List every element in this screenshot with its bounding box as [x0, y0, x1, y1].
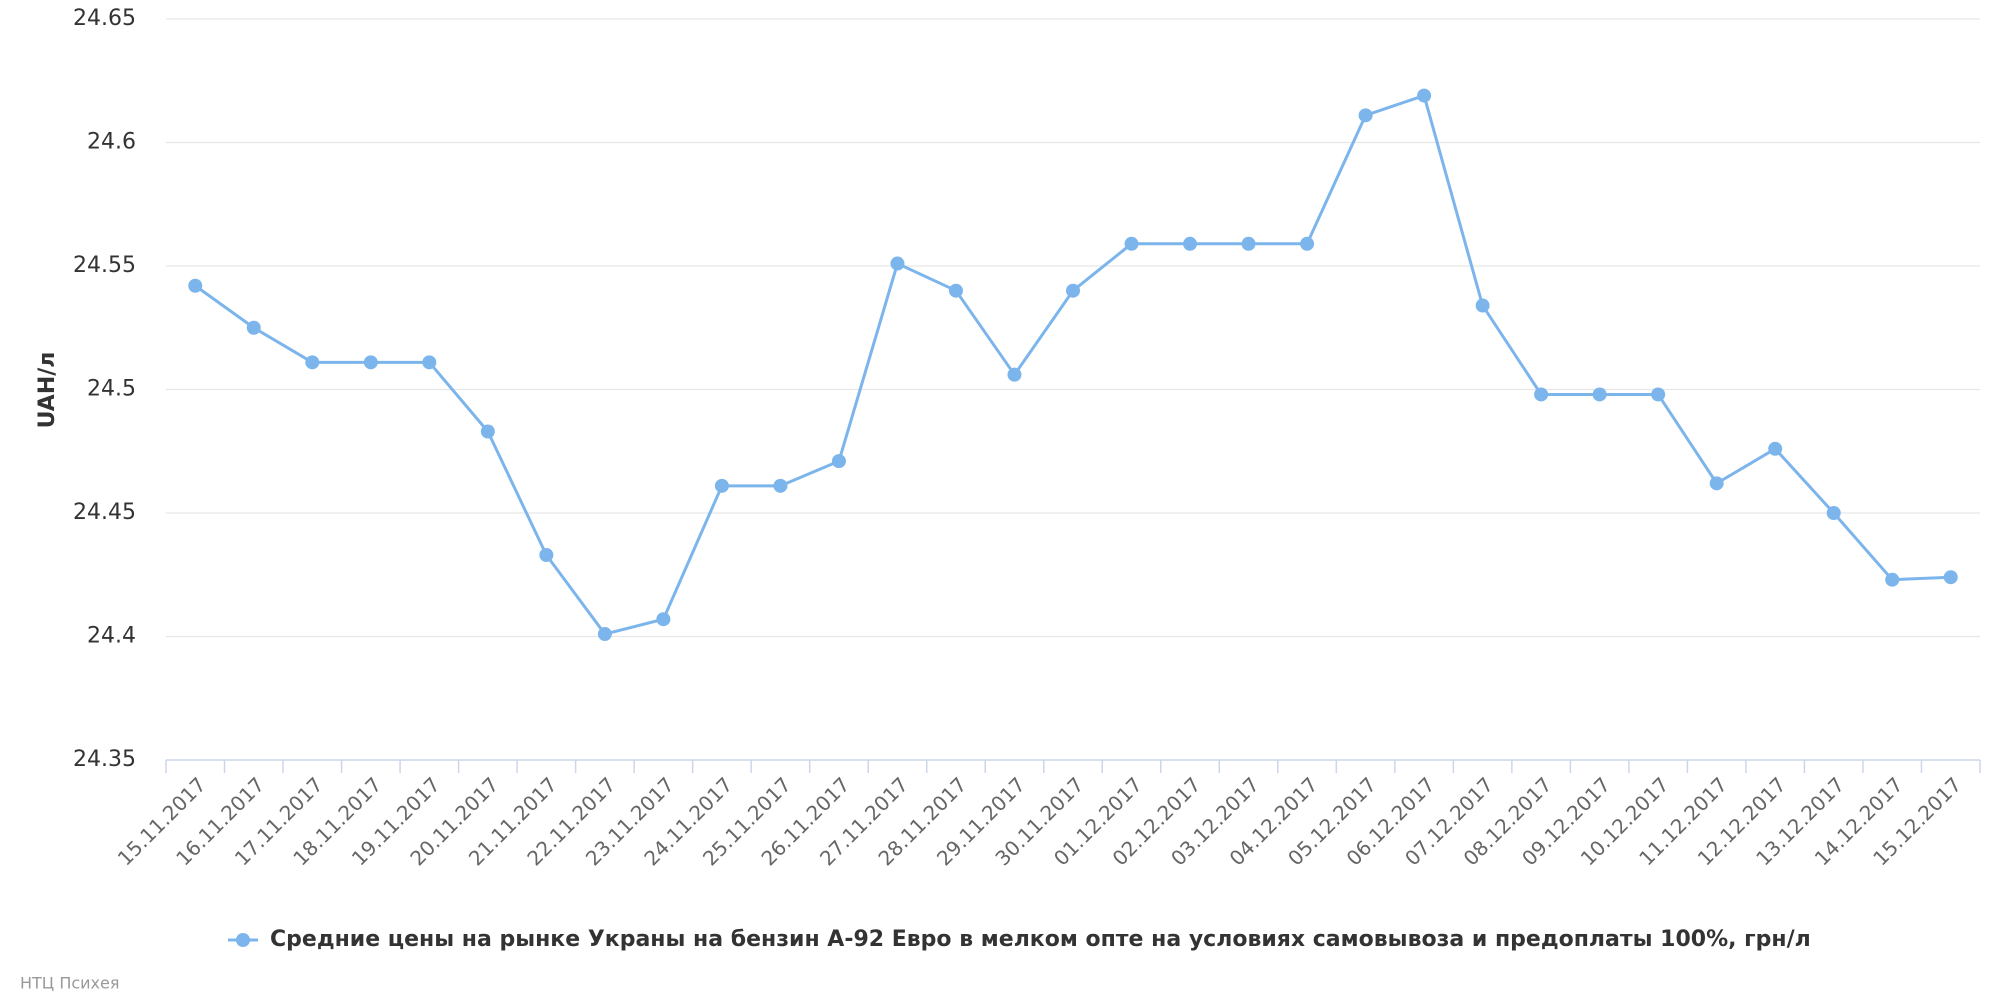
line	[194, 93, 1951, 636]
point[interactable]	[1709, 476, 1724, 491]
point[interactable]	[1007, 367, 1022, 382]
point[interactable]	[1592, 387, 1607, 402]
point[interactable]	[246, 320, 261, 335]
y-tick-label: 24.5	[87, 377, 136, 402]
y-tick-label: 24.6	[87, 130, 136, 155]
point[interactable]	[1768, 441, 1783, 456]
y-tick-label: 24.45	[73, 500, 136, 525]
y-tick-label: 24.55	[73, 253, 136, 278]
point[interactable]	[1417, 88, 1432, 103]
point[interactable]	[305, 355, 320, 370]
point[interactable]	[831, 454, 846, 469]
point[interactable]	[1826, 506, 1841, 520]
legend-label[interactable]: Средние цены на рынке Украны на бензин А…	[270, 927, 1811, 952]
point[interactable]	[656, 612, 671, 627]
point[interactable]	[188, 278, 203, 293]
y-tick-label: 24.65	[73, 6, 136, 31]
legend-marker[interactable]	[236, 933, 250, 947]
point[interactable]	[1066, 283, 1080, 298]
point[interactable]	[1358, 108, 1373, 123]
point[interactable]	[422, 355, 437, 370]
point[interactable]	[948, 283, 963, 298]
credits[interactable]: НТЦ Психея	[20, 974, 119, 993]
point[interactable]	[1885, 572, 1900, 587]
y-axis-title: UAH/л	[35, 352, 60, 429]
point[interactable]	[1300, 236, 1315, 251]
point[interactable]	[1124, 236, 1139, 251]
point[interactable]	[363, 355, 378, 370]
point[interactable]	[480, 424, 495, 439]
point[interactable]	[597, 627, 612, 642]
point[interactable]	[1651, 387, 1666, 402]
point[interactable]	[714, 478, 729, 493]
point[interactable]	[890, 256, 905, 271]
y-tick-label: 24.4	[87, 624, 136, 649]
point[interactable]	[773, 478, 788, 493]
point[interactable]	[1241, 236, 1256, 251]
point[interactable]	[1943, 570, 1958, 585]
point[interactable]	[1183, 236, 1198, 251]
point[interactable]	[539, 547, 554, 562]
point[interactable]	[1475, 298, 1490, 313]
point[interactable]	[1534, 387, 1549, 402]
y-tick-label: 24.35	[73, 747, 136, 772]
